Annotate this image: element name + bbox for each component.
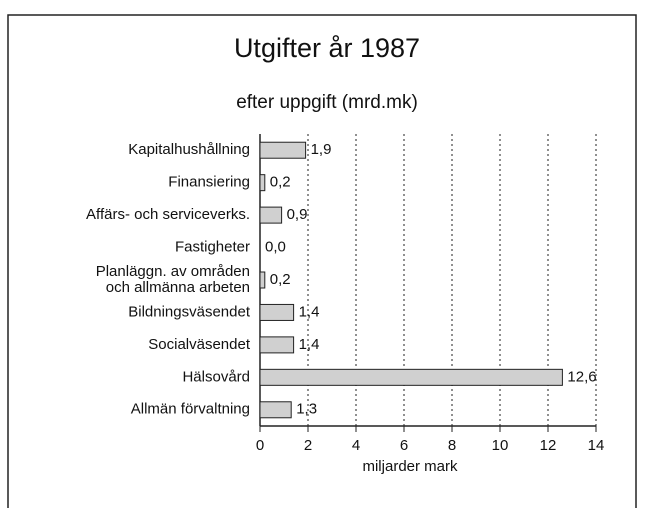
x-axis-label: miljarder mark bbox=[362, 458, 458, 475]
x-tick-label: 8 bbox=[448, 437, 456, 454]
y-tick-label: Fastigheter bbox=[175, 239, 250, 256]
data-label: 0,9 bbox=[287, 206, 308, 223]
data-label: 1,4 bbox=[299, 303, 320, 320]
y-tick-label: Socialväsendet bbox=[148, 336, 251, 353]
bar bbox=[259, 271, 266, 289]
y-tick-label: Affärs- och serviceverks. bbox=[86, 206, 250, 223]
bar bbox=[259, 401, 292, 419]
bar bbox=[259, 174, 266, 192]
x-tick-label: 2 bbox=[304, 437, 312, 454]
data-label: 1,4 bbox=[299, 336, 320, 353]
chart-title: Utgifter år 1987 bbox=[234, 33, 420, 63]
chart-subtitle: efter uppgift (mrd.mk) bbox=[236, 92, 418, 113]
y-tick-label: Kapitalhushållning bbox=[128, 141, 250, 158]
data-label: 0,0 bbox=[265, 239, 286, 256]
data-label: 0,2 bbox=[270, 174, 291, 191]
x-tick-label: 10 bbox=[492, 437, 509, 454]
bar bbox=[259, 141, 307, 159]
bar bbox=[259, 368, 563, 386]
y-tick-label: Finansiering bbox=[168, 174, 250, 191]
x-tick-label: 12 bbox=[540, 437, 557, 454]
figure-frame bbox=[7, 14, 637, 508]
y-tick-label: Bildningsväsendet bbox=[128, 303, 251, 320]
data-label: 0,2 bbox=[270, 271, 291, 288]
data-label: 1,3 bbox=[296, 401, 317, 418]
bar bbox=[259, 206, 283, 224]
y-tick-label: Hälsovård bbox=[182, 368, 250, 385]
x-tick-label: 14 bbox=[588, 437, 605, 454]
x-tick-label: 4 bbox=[352, 437, 360, 454]
y-tick-label: Planläggn. av områden och allmänna arbete… bbox=[96, 263, 250, 296]
data-label: 12,6 bbox=[567, 368, 596, 385]
x-tick-label: 6 bbox=[400, 437, 408, 454]
data-label: 1,9 bbox=[311, 141, 332, 158]
y-tick-label: Allmän förvaltning bbox=[131, 401, 250, 418]
bar bbox=[259, 336, 295, 354]
x-tick-label: 0 bbox=[256, 437, 264, 454]
bar bbox=[259, 303, 295, 321]
